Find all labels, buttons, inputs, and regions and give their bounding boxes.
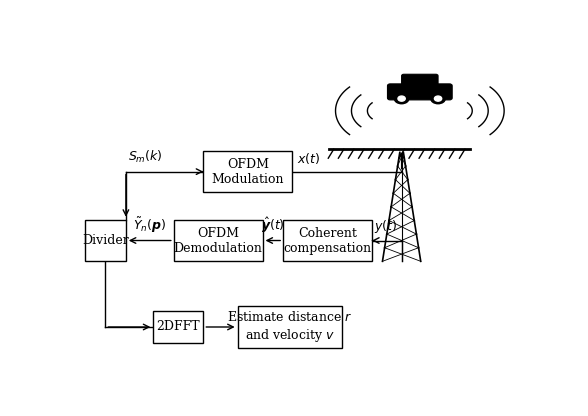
FancyBboxPatch shape [402,74,438,88]
FancyBboxPatch shape [85,220,126,261]
Circle shape [435,96,442,101]
Text: $y(t)$: $y(t)$ [375,218,397,235]
Text: Divider: Divider [82,234,129,247]
FancyBboxPatch shape [283,220,372,261]
Circle shape [398,96,405,101]
FancyBboxPatch shape [387,84,452,100]
Circle shape [431,94,445,104]
FancyBboxPatch shape [203,151,292,193]
Text: $x(t)$: $x(t)$ [297,151,320,166]
Text: Coherent
compensation: Coherent compensation [283,226,372,255]
Text: $S_m(k)$: $S_m(k)$ [128,149,163,165]
Text: OFDM
Modulation: OFDM Modulation [212,158,284,186]
Text: $\hat{\boldsymbol{y}}(t)$: $\hat{\boldsymbol{y}}(t)$ [261,215,285,235]
Text: $\tilde{Y}_n(\boldsymbol{p})$: $\tilde{Y}_n(\boldsymbol{p})$ [133,215,166,235]
Text: OFDM
Demodulation: OFDM Demodulation [173,226,263,255]
FancyBboxPatch shape [153,311,203,343]
Text: Estimate distance $r$
and velocity $v$: Estimate distance $r$ and velocity $v$ [228,310,353,344]
Text: 2DFFT: 2DFFT [156,320,200,334]
FancyBboxPatch shape [174,220,263,261]
Circle shape [395,94,409,104]
FancyBboxPatch shape [238,306,342,348]
